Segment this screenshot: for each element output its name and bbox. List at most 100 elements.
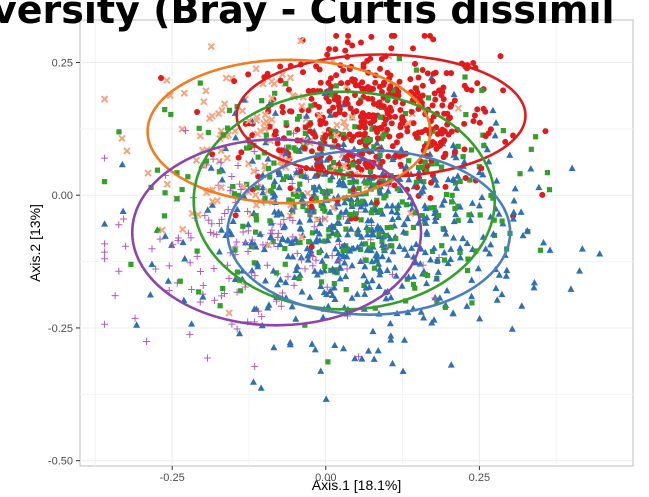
point-square [460,154,466,160]
point-circle [344,39,351,46]
point-circle [384,110,391,117]
point-triangle [368,276,376,284]
point-triangle [420,314,428,321]
point-triangle [358,233,366,240]
point-plus [210,265,218,273]
point-plus [284,273,292,281]
point-circle [209,151,216,158]
point-circle [440,96,447,103]
point-plus [309,262,317,270]
point-triangle [344,230,352,238]
point-triangle [324,236,332,244]
point-triangle [342,272,350,280]
point-x [196,132,205,140]
point-circle [310,87,317,94]
point-square [377,152,383,159]
point-triangle [296,218,304,225]
point-triangle [389,247,397,255]
point-square [224,125,231,131]
point-square [282,261,288,267]
point-square [304,207,310,214]
point-triangle [442,230,450,237]
point-triangle [378,252,386,260]
point-triangle [476,315,484,322]
point-plus [251,362,259,370]
point-circle [332,46,339,53]
point-plus [115,221,123,229]
point-circle [474,80,481,87]
point-circle [308,95,315,102]
point-x [253,113,261,121]
point-plus [207,228,215,236]
point-square [363,191,369,197]
point-x [339,118,348,126]
point-circle [317,79,324,86]
point-plus [228,172,236,180]
point-square [254,185,260,191]
point-circle [359,79,366,86]
point-circle [299,69,306,76]
point-square [336,170,342,176]
point-triangle [341,241,349,249]
point-square [500,128,506,134]
point-plus [233,325,241,333]
point-circle [462,175,469,182]
point-square [350,162,356,168]
point-triangle [204,206,212,213]
point-triangle [451,145,459,152]
point-circle [325,98,332,105]
point-triangle [317,268,325,275]
point-x [214,109,223,118]
point-square [430,128,436,134]
point-circle [451,97,458,104]
point-plus [188,285,196,293]
point-triangle [301,172,309,180]
point-square [253,212,259,219]
point-square [196,289,202,295]
point-triangle [394,213,402,221]
point-plus [217,292,225,300]
point-triangle [320,288,328,296]
point-triangle [408,244,416,251]
point-triangle [383,202,391,209]
point-plus [224,261,232,269]
point-triangle [492,119,500,126]
point-triangle [508,325,516,332]
point-circle [314,162,321,169]
point-square [298,173,305,179]
point-triangle [375,282,383,289]
point-triangle [568,164,576,171]
point-triangle [518,302,526,309]
point-triangle [318,257,326,264]
point-circle [331,137,338,144]
point-circle [360,132,367,139]
point-triangle [371,205,379,213]
point-circle [266,123,273,130]
point-circle [431,90,438,97]
point-square [488,192,494,199]
point-square [368,210,374,216]
point-triangle [274,281,282,288]
point-square [465,256,471,262]
point-plus [226,187,234,195]
point-circle [315,103,322,110]
point-square [381,131,388,137]
point-triangle [329,265,337,272]
point-square [517,171,523,177]
point-circle [347,105,354,112]
point-circle [277,63,284,70]
point-circle [367,55,374,62]
point-circle [443,70,450,77]
point-circle [432,96,439,103]
point-circle [324,51,331,58]
y-axis-label: Axis.2 [13%] [27,204,43,282]
point-circle [436,87,443,94]
point-square [376,231,382,237]
point-plus [152,265,160,273]
point-square [298,191,304,198]
point-square [232,247,238,253]
point-plus [280,216,288,224]
point-circle [419,66,426,73]
point-square [308,103,314,109]
point-triangle [292,266,300,274]
